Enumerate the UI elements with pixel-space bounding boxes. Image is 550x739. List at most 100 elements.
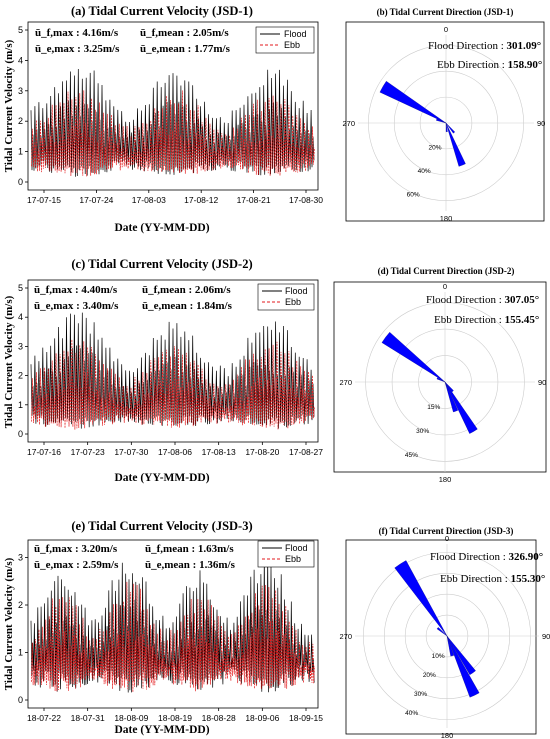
- rose-petal: [446, 635, 476, 676]
- stat-value: 4.40m/s: [81, 284, 117, 296]
- direction-value: 326.90°: [509, 551, 544, 563]
- x-tick-label: 17-08-21: [237, 195, 271, 205]
- radial-label: 40%: [418, 168, 431, 175]
- x-tick-label: 18-07-22: [27, 713, 61, 723]
- flood-direction: Flood Direction : 307.05°: [426, 294, 539, 306]
- stats-box: ū_f,max : 4.16m/s ū_f,mean : 2.05m/s ū_e…: [35, 27, 231, 55]
- x-tick-label: 17-07-24: [79, 195, 113, 205]
- rose-petal: [445, 122, 448, 132]
- rose-petal: [445, 122, 466, 167]
- rose-frame: [345, 21, 545, 222]
- rose-area: 0 90 180 270 10% 20% 30% 40%: [339, 534, 550, 739]
- direction-label: Flood Direction :: [428, 40, 504, 52]
- rose-area: 0 90 180 270 15% 30% 45%: [333, 281, 547, 484]
- x-tick-label: 18-08-19: [158, 713, 192, 723]
- radial-label: 40%: [405, 710, 418, 717]
- stat-label: ū_f,max: [34, 543, 73, 555]
- panel-a: (a) Tidal Current Velocity (JSD-1) 0 1 2 3 4…: [3, 4, 323, 234]
- legend-label-flood: Flood: [285, 543, 308, 553]
- stat-uf-max: ū_f,max : 4.16m/s: [35, 27, 119, 39]
- direction-tick-label: 180: [439, 475, 452, 484]
- stat-value: 3.20m/s: [81, 543, 117, 555]
- plot-frame: [27, 21, 319, 191]
- stat-label: ū_f,mean: [145, 543, 189, 555]
- plot-area: 0 1 2 3 4 5 17-07-15 17-07-24 17-08-03 17-08-12 17…: [18, 21, 323, 205]
- chart-title: (e) Tidal Current Velocity (JSD-3): [71, 519, 252, 533]
- legend-label-ebb: Ebb: [284, 40, 300, 50]
- legend-label-flood: Flood: [284, 29, 307, 39]
- y-tick-label: 2: [18, 371, 23, 381]
- x-tick-label: 18-07-31: [71, 713, 105, 723]
- direction-tick-label: 180: [440, 214, 453, 223]
- rose-petal: [394, 560, 448, 637]
- plot-frame: [27, 279, 319, 443]
- radial-label: 60%: [407, 191, 420, 198]
- panel-d: (d) Tidal Current Direction (JSD-2) 0 90 1…: [333, 266, 547, 484]
- y-tick-label: 1: [18, 400, 23, 410]
- y-axis-label: Tidal Current Velocity (m/s): [3, 295, 15, 428]
- stat-label: ū_f,max: [34, 284, 73, 296]
- stat-ue-max: ū_e,max : 3.40m/s: [34, 300, 119, 312]
- x-tick-label: 18-09-06: [245, 713, 279, 723]
- direction-tick-label: 270: [339, 378, 352, 387]
- chart-title: (f) Tidal Current Direction (JSD-3): [379, 526, 514, 536]
- stat-value: 1.63m/s: [198, 543, 234, 555]
- ebb-direction: Ebb Direction : 155.45°: [434, 314, 539, 326]
- x-tick-label: 17-08-27: [289, 447, 323, 457]
- legend: Flood Ebb: [257, 283, 315, 311]
- y-tick-label: 0: [18, 695, 23, 705]
- stat-label: ū_f,max: [35, 27, 74, 39]
- direction-value: 155.45°: [505, 314, 540, 326]
- direction-label: Ebb Direction :: [437, 59, 505, 71]
- stats-box: ū_f,max : 4.40m/s ū_f,mean : 2.06m/s ū_e…: [34, 284, 233, 312]
- rose-petal: [445, 122, 456, 134]
- panel-e: (e) Tidal Current Velocity (JSD-3) 0 1 2 3 1…: [3, 519, 323, 736]
- direction-value: 155.30°: [511, 573, 546, 585]
- x-tick-label: 17-08-06: [158, 447, 192, 457]
- direction-tick-label: 270: [339, 632, 352, 641]
- rose-petal: [381, 331, 446, 383]
- direction-tick-label: 90: [537, 119, 545, 128]
- stat-uf-mean: ū_f,mean : 2.05m/s: [140, 27, 229, 39]
- stat-value: 3.40m/s: [83, 300, 119, 312]
- stat-label: ū_e,max: [34, 559, 74, 571]
- rose-petal: [444, 381, 454, 393]
- x-axis-label: Date (YY-MM-DD): [114, 222, 209, 234]
- x-tick-label: 18-08-28: [202, 713, 236, 723]
- rose-area: 0 90 180 270 20% 40% 60%: [342, 21, 545, 223]
- stat-ue-max: ū_e,max : 2.59m/s: [34, 559, 119, 571]
- rose-petal: [436, 118, 447, 124]
- direction-tick-label: 270: [342, 119, 355, 128]
- series-ebb-line: [31, 90, 315, 177]
- x-tick-label: 17-07-23: [71, 447, 105, 457]
- stat-value: 1.77m/s: [194, 43, 230, 55]
- plot-area: 0 1 2 3 18-07-22 18-07-31 18-08-09 18-08-19 18-0…: [18, 539, 323, 723]
- legend-label-ebb: Ebb: [285, 297, 301, 307]
- stat-value: 2.06m/s: [195, 284, 231, 296]
- flood-direction: Flood Direction : 301.09°: [428, 40, 541, 52]
- y-tick-label: 2: [18, 600, 23, 610]
- stat-value: 1.84m/s: [196, 300, 232, 312]
- stat-ue-mean: ū_e,mean : 1.84m/s: [142, 300, 233, 312]
- stat-value: 3.25m/s: [84, 43, 120, 55]
- y-tick-label: 2: [18, 116, 23, 126]
- legend-label-ebb: Ebb: [285, 554, 301, 564]
- legend: Flood Ebb: [255, 26, 315, 54]
- direction-tick-label: 0: [443, 282, 447, 291]
- series-ebb-line: [31, 339, 315, 430]
- x-tick-label: 18-09-15: [289, 713, 323, 723]
- direction-label: Ebb Direction :: [434, 314, 502, 326]
- direction-value: 158.90°: [508, 59, 543, 71]
- x-axis-label: Date (YY-MM-DD): [114, 724, 209, 736]
- rose-petal: [444, 381, 459, 413]
- stat-ue-max: ū_e,max : 3.25m/s: [35, 43, 120, 55]
- series-ebb-line: [31, 581, 315, 693]
- series-flood-line: [30, 68, 315, 177]
- x-tick-label: 17-07-30: [114, 447, 148, 457]
- stat-ue-mean: ū_e,mean : 1.36m/s: [145, 559, 236, 571]
- x-tick-label: 17-08-30: [289, 195, 323, 205]
- plot-area: 0 1 2 3 4 5 17-07-16 17-07-23 17-07-30 17-08-06 17…: [18, 279, 323, 457]
- rose-petal: [436, 627, 448, 637]
- x-tick-label: 17-08-12: [184, 195, 218, 205]
- x-tick-label: 17-07-15: [27, 195, 61, 205]
